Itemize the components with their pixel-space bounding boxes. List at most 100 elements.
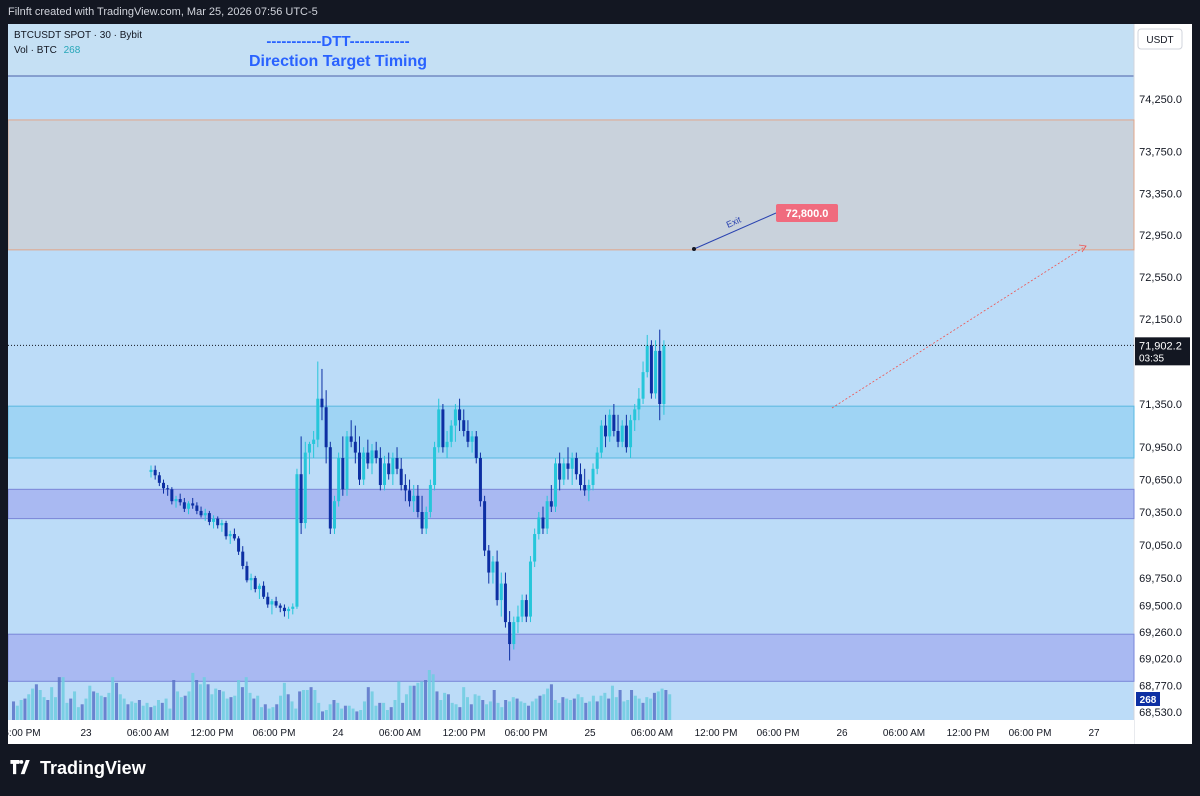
candle[interactable] — [533, 528, 537, 568]
candle[interactable] — [553, 458, 557, 512]
candle[interactable] — [424, 506, 428, 535]
candle[interactable] — [153, 465, 157, 480]
candle[interactable] — [216, 516, 220, 529]
candle[interactable] — [316, 361, 320, 448]
candle[interactable] — [474, 431, 478, 464]
candle[interactable] — [203, 508, 207, 521]
candle[interactable] — [441, 404, 445, 453]
volume-legend[interactable]: Vol · BTC 268 — [14, 45, 80, 56]
candle[interactable] — [220, 519, 224, 532]
candle[interactable] — [503, 572, 507, 628]
tradingview-logo[interactable]: TradingView — [10, 758, 146, 779]
candle[interactable] — [232, 528, 236, 541]
candle[interactable] — [499, 572, 503, 617]
candle[interactable] — [274, 596, 278, 608]
candle[interactable] — [399, 458, 403, 491]
currency-button[interactable] — [1137, 28, 1183, 50]
candle[interactable] — [520, 594, 524, 623]
candle[interactable] — [641, 361, 645, 405]
candle[interactable] — [345, 431, 349, 496]
candle[interactable] — [604, 414, 608, 448]
candle[interactable] — [187, 501, 191, 515]
symbol-line[interactable]: BTCUSDT SPOT · 30 · Bybit — [14, 30, 142, 41]
candle[interactable] — [566, 447, 570, 480]
candle[interactable] — [541, 506, 545, 535]
candle[interactable] — [324, 390, 328, 464]
candle[interactable] — [562, 458, 566, 485]
candle[interactable] — [349, 420, 353, 448]
candle[interactable] — [266, 592, 270, 608]
candle[interactable] — [391, 452, 395, 485]
candle[interactable] — [428, 479, 432, 518]
candle[interactable] — [166, 485, 170, 496]
candle[interactable] — [295, 468, 299, 609]
candle[interactable] — [207, 510, 211, 526]
candle[interactable] — [433, 441, 437, 491]
candle[interactable] — [395, 447, 399, 475]
candle[interactable] — [516, 605, 520, 634]
candle[interactable] — [212, 515, 216, 529]
candle[interactable] — [412, 485, 416, 512]
target-badge[interactable] — [776, 204, 838, 222]
candle[interactable] — [387, 452, 391, 480]
candle[interactable] — [449, 420, 453, 448]
candle[interactable] — [312, 431, 316, 458]
candle[interactable] — [587, 479, 591, 502]
candle[interactable] — [307, 441, 311, 475]
candle[interactable] — [537, 512, 541, 540]
candle[interactable] — [374, 441, 378, 464]
candle[interactable] — [654, 340, 658, 399]
candle[interactable] — [637, 388, 641, 421]
candle[interactable] — [445, 431, 449, 458]
candle[interactable] — [378, 447, 382, 491]
candle[interactable] — [649, 340, 653, 399]
candle[interactable] — [512, 616, 516, 650]
candle[interactable] — [332, 495, 336, 535]
candle[interactable] — [416, 485, 420, 518]
candle[interactable] — [478, 452, 482, 507]
candle[interactable] — [583, 468, 587, 496]
candle[interactable] — [570, 452, 574, 485]
candle[interactable] — [508, 611, 512, 661]
candle[interactable] — [262, 581, 266, 599]
candle[interactable] — [341, 436, 345, 496]
candle[interactable] — [629, 414, 633, 458]
candle[interactable] — [595, 447, 599, 475]
chart-area[interactable]: Exit 72,800.0 74,250.0 73,750.0 73,350.0 72,… — [3, 24, 1192, 744]
candle[interactable] — [383, 455, 387, 491]
candle[interactable] — [282, 604, 286, 617]
candle[interactable] — [358, 436, 361, 485]
candle[interactable] — [362, 447, 366, 485]
candle[interactable] — [241, 546, 245, 570]
candle[interactable] — [658, 329, 662, 421]
exit-line[interactable] — [693, 212, 777, 250]
candle[interactable] — [453, 404, 457, 442]
candle[interactable] — [245, 561, 249, 583]
candle[interactable] — [353, 425, 357, 464]
candle[interactable] — [599, 420, 603, 458]
candle[interactable] — [662, 340, 666, 415]
candle[interactable] — [366, 439, 370, 469]
candle[interactable] — [287, 606, 291, 619]
candle[interactable] — [549, 485, 553, 512]
candle[interactable] — [249, 573, 253, 591]
candle[interactable] — [299, 436, 303, 535]
candle[interactable] — [337, 452, 341, 507]
candle[interactable] — [458, 398, 462, 431]
candle[interactable] — [491, 556, 495, 584]
candle[interactable] — [545, 495, 549, 535]
candle[interactable] — [182, 497, 186, 512]
candle[interactable] — [257, 583, 261, 599]
candle[interactable] — [270, 598, 274, 615]
candle[interactable] — [199, 506, 203, 518]
candle[interactable] — [462, 409, 466, 437]
candle[interactable] — [579, 463, 583, 491]
candle[interactable] — [178, 493, 182, 506]
candle[interactable] — [278, 603, 282, 613]
candle[interactable] — [253, 575, 257, 593]
candle[interactable] — [237, 536, 241, 555]
candle[interactable] — [174, 495, 178, 508]
candle[interactable] — [620, 420, 624, 448]
candle[interactable] — [574, 452, 578, 480]
